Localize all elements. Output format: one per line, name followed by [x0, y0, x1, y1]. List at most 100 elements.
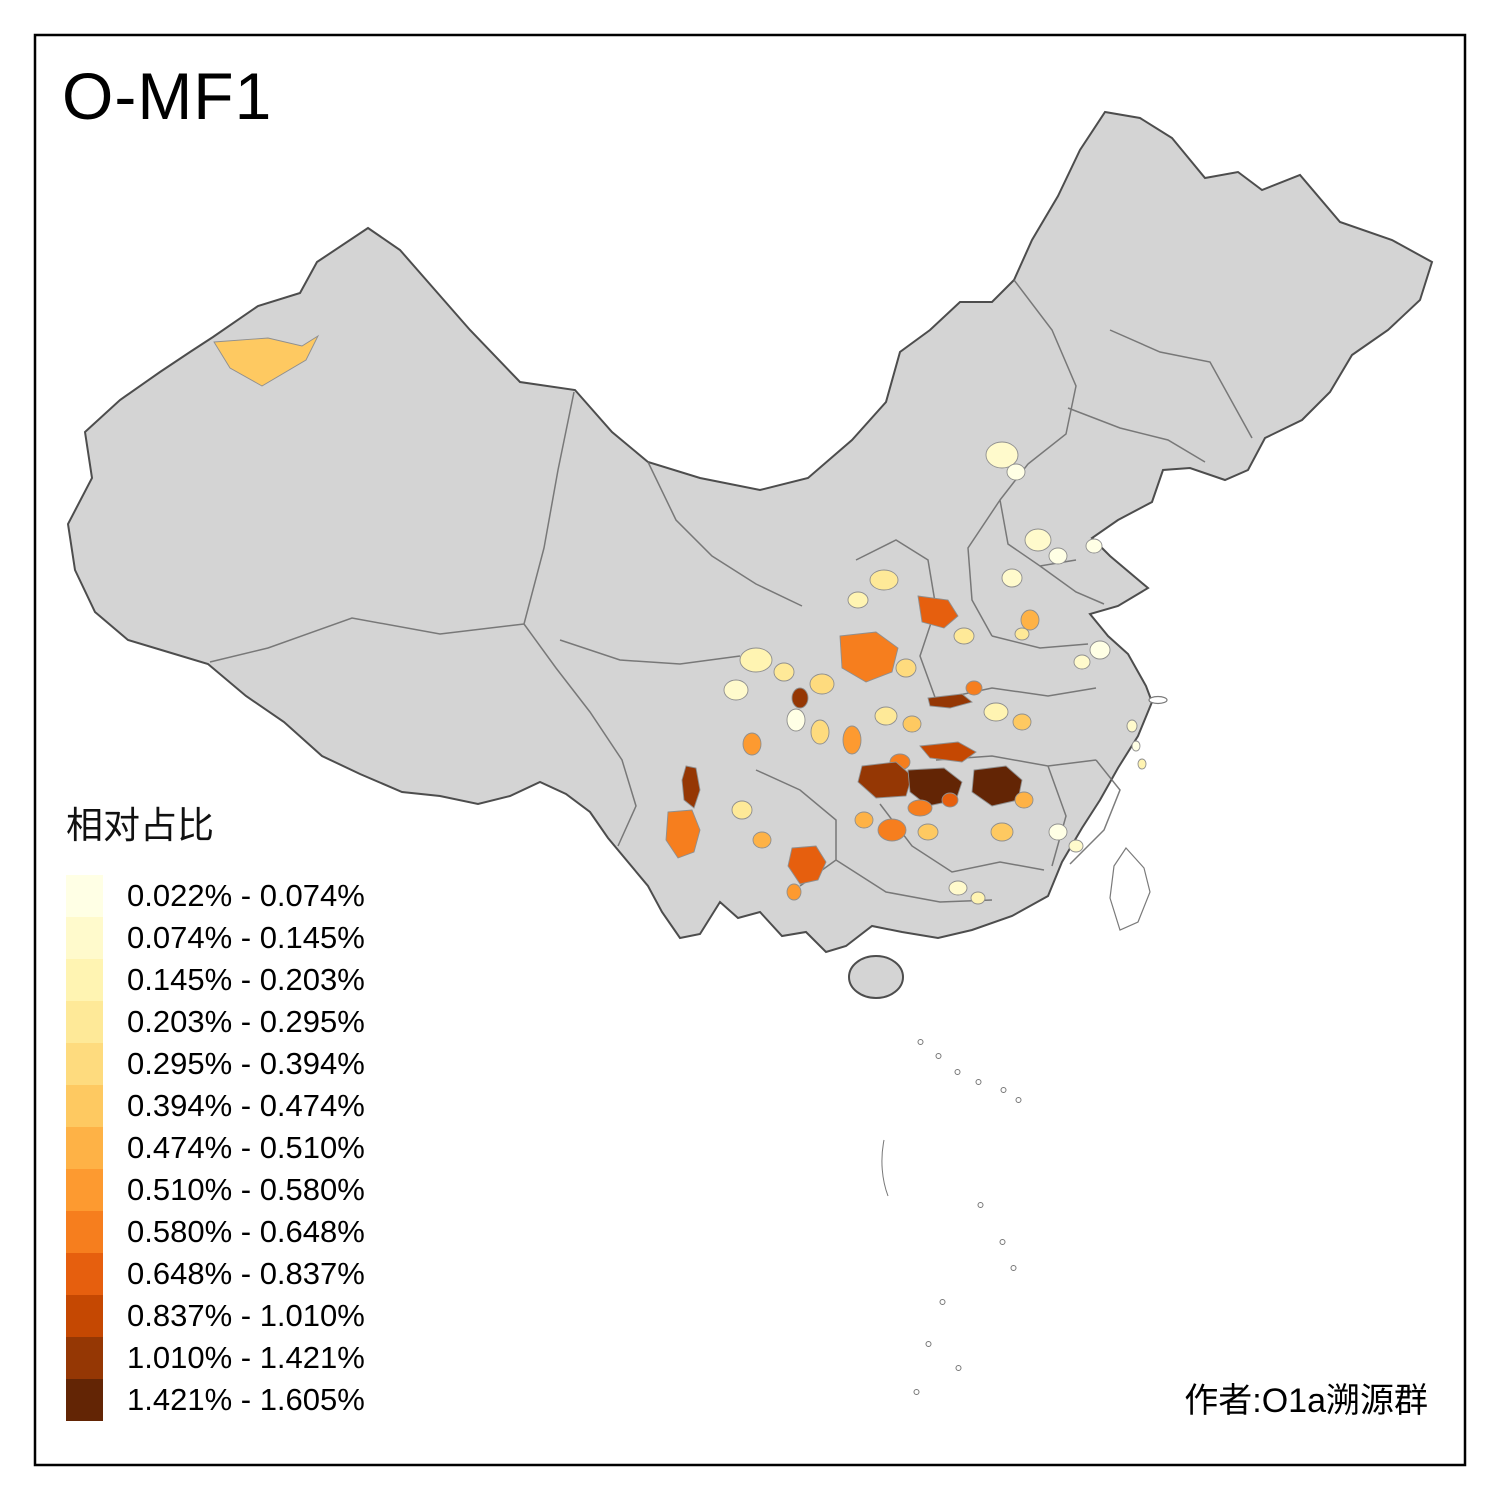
legend-swatch — [66, 1043, 103, 1085]
legend-swatch — [66, 1169, 103, 1211]
legend-label: 0.510% - 0.580% — [127, 1172, 365, 1207]
legend-label: 0.648% - 0.837% — [127, 1256, 365, 1291]
map-region — [1006, 463, 1026, 481]
legend-label: 0.837% - 1.010% — [127, 1298, 365, 1333]
map-region — [990, 822, 1014, 842]
map-region — [1068, 839, 1084, 853]
legend-label: 0.580% - 0.648% — [127, 1214, 365, 1249]
map-region — [895, 658, 917, 678]
map-region — [739, 647, 773, 673]
map-region — [985, 441, 1019, 469]
legend-swatch — [66, 1337, 103, 1379]
plot-frame — [33, 33, 1467, 1467]
map-region — [847, 591, 869, 609]
map-region — [983, 702, 1009, 722]
legend-swatch — [66, 875, 103, 917]
legend-item: 0.074% - 0.145% — [66, 917, 365, 959]
author-credit: 作者:O1a溯源群 — [1184, 1382, 1428, 1420]
legend-item: 0.474% - 0.510% — [66, 1127, 365, 1169]
map-region — [1014, 627, 1030, 641]
legend-item: 0.145% - 0.203% — [66, 959, 365, 1001]
map-region — [1020, 609, 1040, 631]
map-region — [854, 811, 874, 829]
map-region — [1137, 758, 1147, 770]
legend-swatch — [66, 1001, 103, 1043]
legend-swatch — [66, 959, 103, 1001]
map-region — [213, 334, 320, 387]
legend-rows: 0.022% - 0.074% 0.074% - 0.145% 0.145% - 0… — [66, 875, 365, 1421]
legend-item: 0.580% - 0.648% — [66, 1211, 365, 1253]
map-region — [773, 662, 795, 682]
legend-swatch — [66, 1085, 103, 1127]
map-region — [809, 673, 835, 695]
map-region — [752, 831, 772, 849]
legend-label: 0.145% - 0.203% — [127, 962, 365, 997]
map-region — [902, 715, 922, 733]
map-region — [742, 732, 762, 756]
map-region — [917, 823, 939, 841]
map-region — [810, 719, 830, 745]
legend-label: 0.474% - 0.510% — [127, 1130, 365, 1165]
map-region — [786, 883, 802, 901]
legend-label: 0.074% - 0.145% — [127, 920, 365, 955]
legend-swatch — [66, 917, 103, 959]
legend: 相对占比 0.022% - 0.074% 0.074% - 0.145% 0.145… — [66, 795, 365, 1421]
map-region — [857, 761, 913, 799]
map-region — [970, 891, 986, 905]
map-region — [941, 792, 959, 808]
south-china-sea-islands — [881, 1039, 1022, 1395]
map-region — [1048, 823, 1068, 841]
map-region — [842, 725, 862, 755]
map-region — [1126, 719, 1138, 733]
map-region — [731, 800, 753, 820]
map-region — [723, 679, 749, 701]
map-region — [1024, 528, 1052, 552]
legend-item: 0.510% - 0.580% — [66, 1169, 365, 1211]
map-region — [917, 595, 959, 629]
legend-item: 0.295% - 0.394% — [66, 1043, 365, 1085]
map-region — [1001, 568, 1023, 588]
map-region — [786, 708, 806, 732]
map-region — [1048, 547, 1068, 565]
legend-label: 0.203% - 0.295% — [127, 1004, 365, 1039]
legend-label: 0.295% - 0.394% — [127, 1046, 365, 1081]
map-region — [665, 809, 701, 859]
map-region — [1089, 640, 1111, 660]
province-borders — [209, 279, 1253, 903]
china-outline — [66, 110, 1434, 954]
map-region — [919, 741, 977, 763]
map-region — [1073, 654, 1091, 670]
legend-swatch — [66, 1211, 103, 1253]
map-region — [839, 631, 899, 683]
legend-swatch — [66, 1379, 103, 1421]
page-title: O-MF1 — [62, 59, 273, 133]
legend-item: 1.421% - 1.605% — [66, 1379, 365, 1421]
legend-item: 0.648% - 0.837% — [66, 1253, 365, 1295]
map-region — [1085, 538, 1103, 554]
legend-swatch — [66, 1127, 103, 1169]
map-region — [953, 627, 975, 645]
map-region — [877, 818, 907, 842]
legend-label: 0.022% - 0.074% — [127, 878, 365, 913]
legend-item: 1.010% - 1.421% — [66, 1337, 365, 1379]
map-region — [948, 880, 968, 896]
map-region — [907, 799, 933, 817]
legend-item: 0.837% - 1.010% — [66, 1295, 365, 1337]
legend-label: 0.394% - 0.474% — [127, 1088, 365, 1123]
map-region — [1014, 791, 1034, 809]
map-region — [927, 693, 973, 709]
legend-label: 1.010% - 1.421% — [127, 1340, 365, 1375]
legend-item: 0.394% - 0.474% — [66, 1085, 365, 1127]
map-region — [1012, 713, 1032, 731]
map-region — [874, 706, 898, 726]
map-region — [787, 845, 827, 885]
map-region — [681, 765, 701, 809]
map-region — [965, 680, 983, 696]
taiwan-island — [1109, 847, 1151, 931]
legend-item: 0.022% - 0.074% — [66, 875, 365, 917]
legend-item: 0.203% - 0.295% — [66, 1001, 365, 1043]
legend-swatch — [66, 1253, 103, 1295]
chongming-island — [1148, 695, 1168, 705]
map-region — [791, 687, 809, 709]
